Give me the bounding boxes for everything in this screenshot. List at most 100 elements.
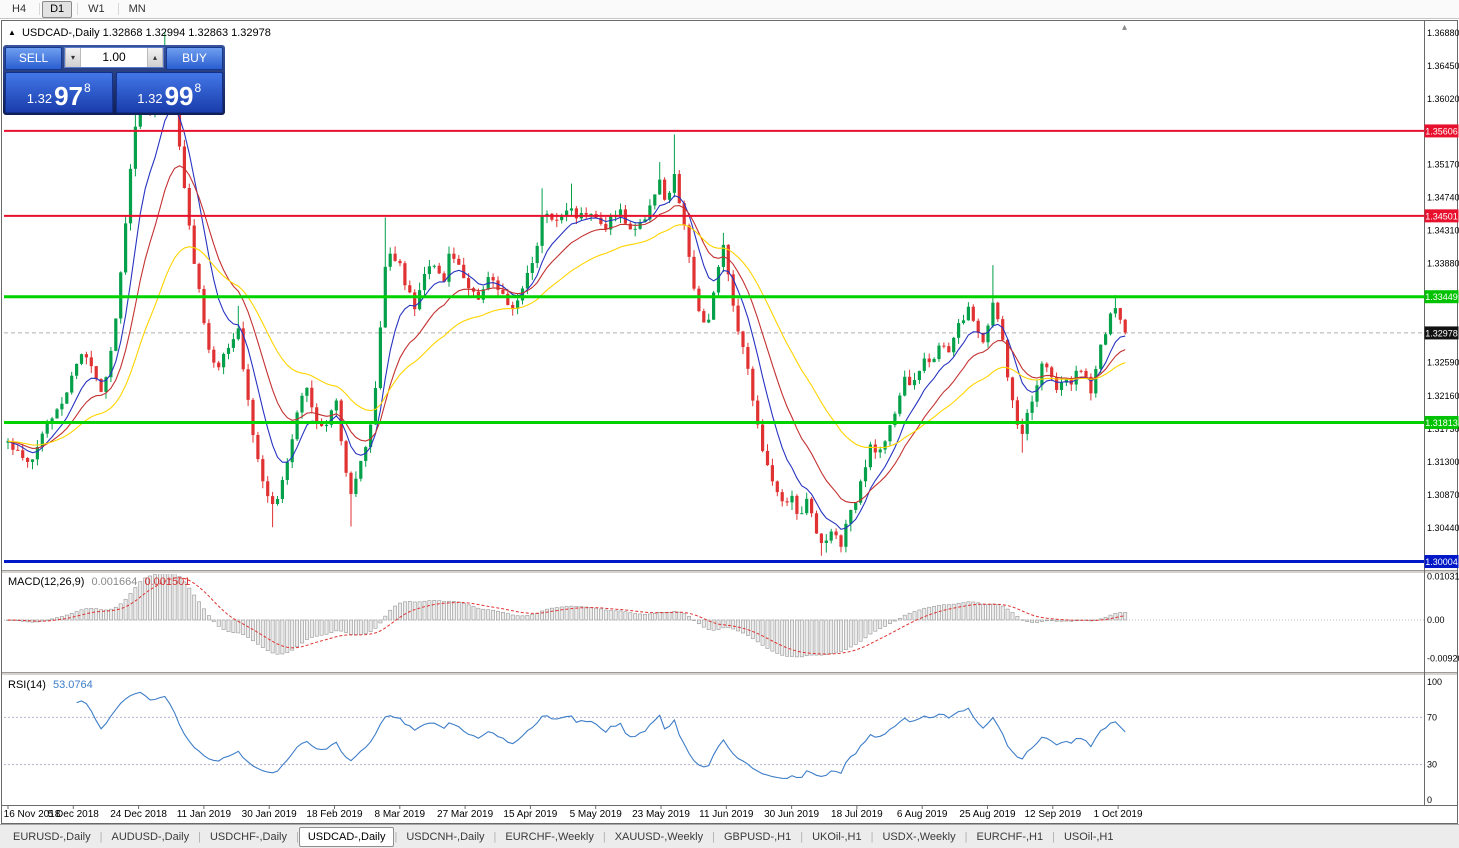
one-click-trading-panel: SELL ▾ 1.00 ▴ BUY 1.32 97 8 1.32 99 8 <box>3 45 225 115</box>
panel-splitter[interactable] <box>2 570 1457 573</box>
svg-text:100: 100 <box>1427 677 1442 687</box>
svg-text:6 Aug 2019: 6 Aug 2019 <box>897 809 948 820</box>
tab-separator: | <box>602 830 606 843</box>
tab-separator: | <box>870 830 874 843</box>
macd-title: MACD(12,26,9) <box>8 576 85 588</box>
chart-tab-audusd-daily[interactable]: AUDUSD-,Daily <box>111 830 190 843</box>
timeframe-button-mn[interactable]: MN <box>128 2 146 15</box>
buy-price-pip-digit: 8 <box>194 81 202 95</box>
tab-separator: | <box>964 830 968 843</box>
volume-decrease-button[interactable]: ▾ <box>65 48 81 67</box>
svg-text:1.32978: 1.32978 <box>1425 328 1458 338</box>
svg-text:1.32590: 1.32590 <box>1427 358 1459 368</box>
svg-text:25 Aug 2019: 25 Aug 2019 <box>959 809 1016 820</box>
panel-splitter[interactable] <box>2 672 1457 675</box>
chart-tab-eurusd-daily[interactable]: EURUSD-,Daily <box>13 830 91 843</box>
chart-tab-usoil-h1[interactable]: USOil-,H1 <box>1063 830 1114 843</box>
tab-separator: | <box>99 830 103 843</box>
svg-text:1.30004: 1.30004 <box>1425 557 1458 567</box>
timeframe-toolbar: H4 D1 W1 MN <box>0 0 1459 19</box>
svg-text:1.36020: 1.36020 <box>1427 94 1459 104</box>
price-badge-1.32978: 1.32978 <box>1424 326 1459 340</box>
svg-text:1.36450: 1.36450 <box>1427 61 1459 71</box>
chart-tab-gbpusd-h1[interactable]: GBPUSD-,H1 <box>723 830 792 843</box>
sell-price-display[interactable]: 1.32 97 8 <box>5 72 113 113</box>
chart-symbol: USDCAD-,Daily <box>21 27 100 39</box>
symbol-marker-icon: ▲ <box>8 28 16 37</box>
svg-text:1.32160: 1.32160 <box>1427 391 1459 401</box>
svg-text:0: 0 <box>1427 795 1432 805</box>
timeframe-button-w1[interactable]: W1 <box>88 2 105 15</box>
buy-button[interactable]: BUY <box>166 47 223 70</box>
price-badge-1.35606: 1.35606 <box>1424 124 1459 138</box>
tab-separator: | <box>295 830 299 843</box>
svg-text:1.33449: 1.33449 <box>1425 292 1458 302</box>
svg-text:1.31300: 1.31300 <box>1427 457 1459 467</box>
rsi-title: RSI(14) <box>8 679 46 691</box>
svg-text:18 Jul 2019: 18 Jul 2019 <box>831 809 883 820</box>
tab-separator: | <box>1052 830 1055 843</box>
svg-text:0.00: 0.00 <box>1427 615 1445 625</box>
chart-canvas[interactable]: 1.36880 1.36450 1.36020 1.35170 1.34740 1.343… <box>0 0 1459 824</box>
svg-text:18 Feb 2019: 18 Feb 2019 <box>306 809 363 820</box>
svg-text:12 Sep 2019: 12 Sep 2019 <box>1024 809 1081 820</box>
svg-text:1.31813: 1.31813 <box>1425 418 1458 428</box>
svg-text:70: 70 <box>1427 712 1437 722</box>
chart-ohlc-values: 1.32868 1.32994 1.32863 1.32978 <box>102 27 271 39</box>
tab-separator: | <box>800 830 804 843</box>
timeframe-button-d1[interactable]: D1 <box>42 0 73 18</box>
moving-average-16 <box>7 165 1126 504</box>
macd-histogram <box>6 574 1128 658</box>
chart-tab-usdx-weekly[interactable]: USDX-,Weekly <box>882 830 956 843</box>
price-badge-1.31813: 1.31813 <box>1424 415 1459 429</box>
tab-separator: | <box>712 830 715 843</box>
svg-text:23 May 2019: 23 May 2019 <box>632 809 690 820</box>
moving-average-8 <box>7 108 1126 530</box>
svg-text:1.34740: 1.34740 <box>1427 192 1459 202</box>
svg-text:11 Jan 2019: 11 Jan 2019 <box>177 809 232 820</box>
svg-text:16 Nov 2018: 16 Nov 2018 <box>4 809 61 820</box>
chart-tab-xauusd-weekly[interactable]: XAUUSD-,Weekly <box>614 830 704 843</box>
chart-tab-bar: EURUSD-,Daily | AUDUSD-,Daily | USDCHF-,Dail… <box>0 824 1459 848</box>
svg-text:-0.00920: -0.00920 <box>1427 654 1459 664</box>
svg-text:1.36880: 1.36880 <box>1427 28 1459 38</box>
price-badge-1.30004: 1.30004 <box>1424 555 1459 569</box>
sell-price-big-digits: 97 <box>54 81 84 111</box>
svg-text:1.35606: 1.35606 <box>1425 126 1458 136</box>
chart-tab-eurchf-h1[interactable]: EURCHF-,H1 <box>976 830 1044 843</box>
sell-price-pip-digit: 8 <box>84 81 91 95</box>
sell-price-prefix: 1.32 <box>26 91 53 106</box>
toolbar-separator <box>77 3 79 15</box>
chart-tab-usdcad-daily[interactable]: USDCAD-,Daily <box>298 826 395 847</box>
chart-tab-ukoil-h1[interactable]: UKOil-,H1 <box>812 830 862 843</box>
macd-indicator-label: MACD(12,26,9) 0.001664 0.001501 <box>8 576 190 588</box>
svg-text:1 Oct 2019: 1 Oct 2019 <box>1094 809 1143 820</box>
svg-text:11 Jun 2019: 11 Jun 2019 <box>699 809 754 820</box>
buy-price-display[interactable]: 1.32 99 8 <box>115 72 223 113</box>
svg-text:30: 30 <box>1427 760 1437 770</box>
volume-stepper: ▾ 1.00 ▴ <box>64 47 164 68</box>
volume-increase-button[interactable]: ▴ <box>147 48 163 67</box>
svg-text:5 May 2019: 5 May 2019 <box>570 809 623 820</box>
chart-shift-marker-icon: ▴ <box>1122 22 1128 33</box>
tab-separator: | <box>198 830 201 843</box>
svg-text:1.34501: 1.34501 <box>1425 211 1458 221</box>
rsi-indicator-label: RSI(14) 53.0764 <box>8 679 93 691</box>
rsi-line <box>76 691 1126 779</box>
svg-text:8 Mar 2019: 8 Mar 2019 <box>375 809 426 820</box>
tab-separator: | <box>493 830 497 843</box>
buy-price-big-digits: 99 <box>164 81 194 111</box>
volume-input[interactable]: 1.00 <box>102 50 126 64</box>
price-badge-1.34501: 1.34501 <box>1424 209 1459 223</box>
chart-tab-usdchf-daily[interactable]: USDCHF-,Daily <box>209 830 287 843</box>
svg-text:1.33880: 1.33880 <box>1427 259 1459 269</box>
macd-signal-line <box>7 577 1126 655</box>
chart-tab-usdcnh-daily[interactable]: USDCNH-,Daily <box>406 830 485 843</box>
chart-tab-eurchf-weekly[interactable]: EURCHF-,Weekly <box>505 830 594 843</box>
svg-text:1.30870: 1.30870 <box>1427 490 1459 500</box>
chart-ohlc-label: ▲ USDCAD-,Daily 1.32868 1.32994 1.32863 … <box>8 27 271 39</box>
timeframe-button-h4[interactable]: H4 <box>12 2 27 15</box>
sell-button[interactable]: SELL <box>5 47 62 70</box>
moving-average-34 <box>7 224 1126 449</box>
